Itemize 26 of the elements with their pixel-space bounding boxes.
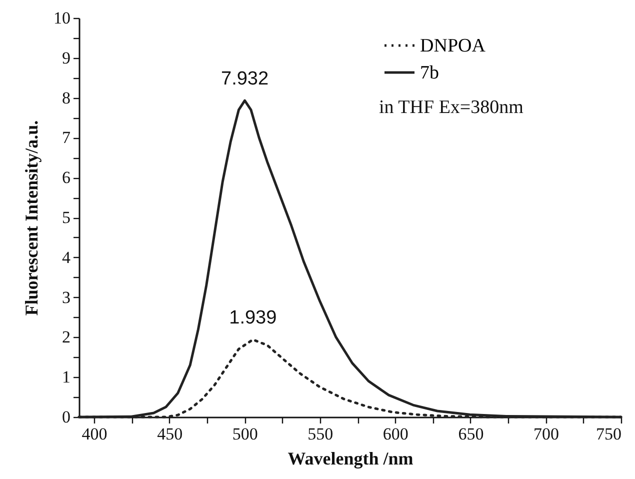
x-tick-label: 600 — [382, 424, 408, 444]
annotation: 7.932 — [220, 68, 269, 90]
y-tick-label: 2 — [62, 328, 70, 347]
x-tick-label: 400 — [82, 424, 108, 444]
x-tick-label: 700 — [533, 424, 559, 444]
y-tick-label: 9 — [62, 48, 70, 68]
y-tick-label: 4 — [62, 248, 71, 267]
y-tick-label: 5 — [62, 208, 70, 227]
y-tick-label: 10 — [54, 8, 70, 28]
y-tick-label: 7 — [62, 128, 71, 148]
legend-label: DNPOA — [420, 36, 486, 56]
y-tick-label: 1 — [62, 368, 70, 387]
x-tick-label: 550 — [308, 424, 334, 444]
y-tick-label: 0 — [62, 408, 70, 426]
y-axis-title: Fluorescent Intensity/a.u. — [22, 120, 42, 316]
y-tick-label: 6 — [62, 168, 70, 188]
x-tick-label: 450 — [157, 424, 183, 444]
x-tick-label: 750 — [596, 424, 622, 444]
x-tick-label: 650 — [458, 424, 484, 444]
y-tick-label: 8 — [62, 88, 70, 108]
legend-label: 7b — [420, 62, 439, 84]
x-tick-label: 500 — [232, 424, 258, 444]
y-tick-label: 3 — [62, 288, 70, 307]
annotation: in THF Ex=380nm — [379, 97, 524, 118]
x-axis-title: Wavelength /nm — [288, 448, 414, 468]
annotation: 1.939 — [229, 308, 277, 329]
